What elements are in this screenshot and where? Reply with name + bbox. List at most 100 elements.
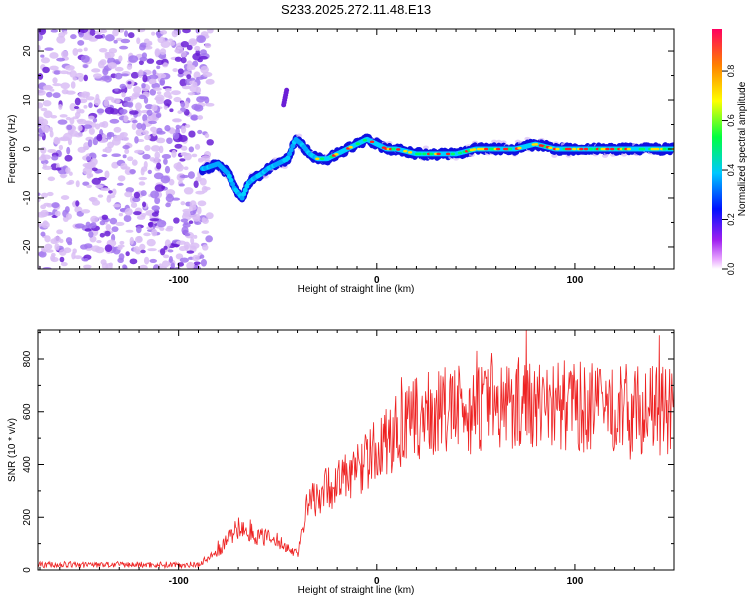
noise-blob bbox=[57, 119, 68, 125]
noise-blob bbox=[147, 248, 157, 252]
noise-blob bbox=[156, 127, 163, 134]
spectrogram-x-tick-label: 0 bbox=[374, 275, 380, 286]
ridge-mid bbox=[239, 195, 245, 201]
noise-blob bbox=[131, 119, 138, 124]
noise-blob bbox=[167, 249, 174, 253]
spectrogram-y-tick-label: 0 bbox=[22, 146, 33, 152]
noise-blob bbox=[149, 258, 157, 263]
noise-blob bbox=[74, 223, 85, 229]
noise-blob bbox=[75, 180, 80, 188]
snr-x-tick-label: 100 bbox=[567, 576, 584, 587]
noise-blob bbox=[124, 207, 133, 216]
noise-blob bbox=[189, 242, 200, 249]
spectrogram-x-tick-label: 100 bbox=[567, 275, 584, 286]
noise-blob bbox=[91, 177, 101, 185]
noise-blob bbox=[149, 218, 160, 222]
noise-blob bbox=[93, 97, 101, 106]
noise-blob bbox=[46, 191, 54, 197]
noise-blob bbox=[197, 115, 204, 120]
noise-blob bbox=[205, 212, 214, 220]
noise-blob bbox=[196, 96, 206, 103]
noise-blob bbox=[176, 240, 187, 245]
noise-blob bbox=[180, 218, 189, 223]
noise-blob bbox=[72, 248, 77, 254]
noise-blob bbox=[48, 126, 53, 133]
noise-blob bbox=[50, 29, 59, 33]
noise-blob bbox=[98, 48, 108, 53]
ridge-mid bbox=[241, 191, 247, 197]
snr-y-tick-label: 400 bbox=[22, 456, 33, 473]
noise-blob bbox=[70, 34, 77, 40]
noise-blob bbox=[143, 38, 150, 44]
noise-blob bbox=[181, 226, 189, 235]
ridge-mid bbox=[288, 147, 294, 153]
noise-blob bbox=[59, 173, 68, 178]
colorbar-gradient bbox=[712, 29, 722, 269]
noise-blob bbox=[148, 74, 159, 80]
ridge-mid bbox=[226, 173, 232, 179]
noise-blob bbox=[133, 86, 142, 94]
noise-blob bbox=[189, 39, 198, 45]
noise-blob bbox=[78, 92, 86, 98]
ridge-halo bbox=[491, 139, 498, 144]
noise-blob bbox=[164, 239, 171, 248]
noise-blob bbox=[118, 212, 124, 217]
noise-blob bbox=[127, 156, 134, 162]
noise-blob bbox=[201, 185, 208, 193]
noise-blob bbox=[174, 143, 183, 149]
noise-blob bbox=[82, 124, 93, 129]
noise-blob bbox=[190, 236, 195, 245]
noise-blob bbox=[61, 50, 69, 58]
ridge-core bbox=[396, 148, 401, 151]
noise-blob bbox=[201, 230, 210, 234]
noise-blob bbox=[167, 38, 173, 42]
noise-blob bbox=[126, 64, 133, 70]
noise-blob bbox=[171, 30, 178, 38]
noise-blob bbox=[142, 153, 151, 160]
noise-blob bbox=[82, 162, 92, 168]
noise-blob bbox=[151, 31, 156, 36]
noise-blob bbox=[173, 162, 183, 170]
noise-blob bbox=[58, 104, 63, 110]
noise-blob bbox=[118, 55, 123, 62]
noise-blob bbox=[111, 153, 122, 158]
noise-blob bbox=[186, 261, 195, 269]
noise-blob bbox=[92, 118, 98, 123]
noise-blob bbox=[58, 249, 67, 256]
noise-blob bbox=[38, 250, 47, 258]
noise-blob bbox=[119, 132, 125, 137]
noise-blob bbox=[100, 259, 107, 265]
noise-blob bbox=[104, 170, 110, 179]
ridge-core bbox=[422, 152, 427, 156]
noise-blob bbox=[111, 188, 117, 196]
noise-blob bbox=[188, 146, 195, 153]
noise-blob bbox=[84, 228, 92, 232]
noise-blob bbox=[38, 156, 47, 161]
noise-blob bbox=[129, 110, 139, 115]
noise-blob bbox=[180, 101, 186, 108]
noise-blob bbox=[40, 54, 45, 58]
noise-blob bbox=[183, 166, 189, 171]
noise-blob bbox=[195, 49, 201, 57]
colorbar-ticks: 0.0 0.2 0.4 0.6 0.8 bbox=[722, 65, 736, 275]
noise-blob bbox=[199, 49, 207, 56]
noise-blob bbox=[129, 236, 134, 245]
noise-blob bbox=[104, 244, 113, 253]
noise-blob bbox=[121, 73, 129, 77]
noise-blob bbox=[56, 229, 64, 235]
noise-blob bbox=[193, 180, 199, 189]
noise-blob bbox=[148, 78, 157, 85]
noise-blob bbox=[174, 56, 182, 62]
noise-blob bbox=[172, 197, 181, 201]
noise-blob bbox=[151, 228, 158, 237]
noise-blob bbox=[133, 211, 142, 216]
noise-blob bbox=[100, 187, 111, 192]
snr-plot-area bbox=[38, 330, 674, 570]
noise-blob bbox=[96, 133, 103, 142]
colorbar-tick-label: 0.8 bbox=[726, 65, 736, 78]
snr-x-axis-label: Height of straight line (km) bbox=[298, 585, 415, 596]
noise-blob bbox=[125, 229, 134, 233]
noise-blob bbox=[189, 200, 197, 208]
noise-blob bbox=[68, 179, 75, 185]
noise-blob bbox=[150, 126, 157, 132]
